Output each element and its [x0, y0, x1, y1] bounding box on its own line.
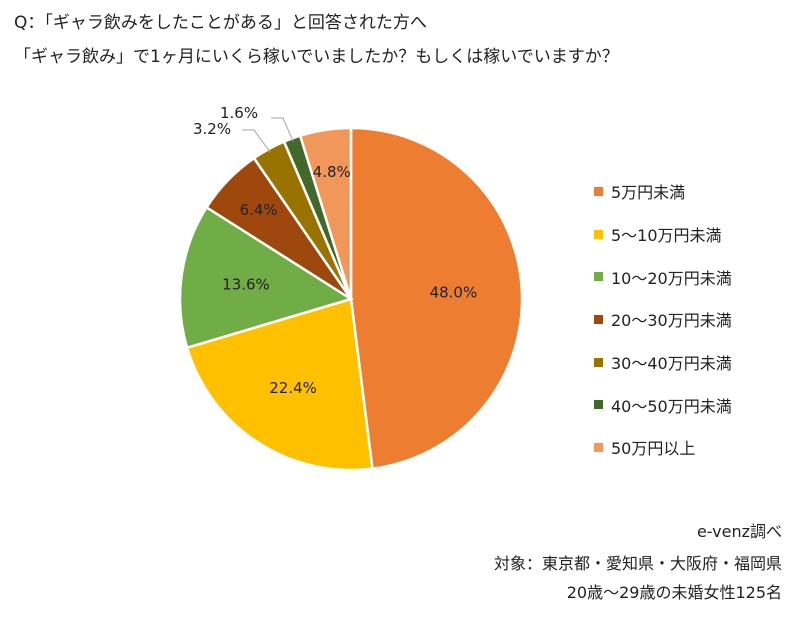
pie-slice — [185, 297, 374, 472]
legend-item: 10〜20万円未満 — [594, 255, 732, 298]
data-label: 22.4% — [269, 379, 317, 397]
legend-label: 40〜50万円未満 — [611, 396, 732, 416]
data-label: 48.0% — [430, 284, 478, 302]
legend-swatch — [594, 272, 603, 282]
legend-item: 30〜40万円未満 — [594, 341, 732, 384]
data-label: 4.8% — [313, 163, 351, 181]
pie-slice — [298, 126, 353, 300]
pie-slice — [178, 205, 354, 350]
legend-item: 5〜10万円未満 — [594, 213, 732, 256]
question-line-2: 「ギャラ飲み」で1ヶ月にいくら稼いでいましたか？もしくは稼いでいますか？ — [14, 47, 619, 67]
legend-label: 30〜40万円未満 — [611, 354, 732, 374]
legend-swatch — [594, 442, 603, 452]
legend-label: 5万円未満 — [611, 183, 686, 203]
legend-item: 40〜50万円未満 — [594, 383, 732, 426]
legend-swatch — [594, 357, 603, 367]
legend-item: 20〜30万円未満 — [594, 298, 732, 341]
legend-label: 20〜30万円未満 — [611, 311, 732, 331]
data-label: 3.2% — [193, 120, 231, 138]
chart-legend: 5万円未満 5〜10万円未満 10〜20万円未満 20〜30万円未満 30〜40万円未満… — [594, 170, 732, 469]
legend-item: 50万円以上 — [594, 426, 732, 469]
leader-line — [271, 117, 294, 142]
legend-swatch — [594, 186, 603, 196]
data-label: 13.6% — [222, 275, 270, 293]
legend-swatch — [594, 400, 603, 410]
leader-line — [242, 129, 271, 153]
legend-swatch — [594, 314, 603, 324]
legend-label: 50万円以上 — [611, 439, 696, 459]
legend-label: 5〜10万円未満 — [611, 226, 722, 246]
question-line-1: Q：「ギャラ飲みをしたことがある」と回答された方へ — [14, 13, 427, 33]
pie-slice — [349, 126, 524, 471]
legend-label: 10〜20万円未満 — [611, 268, 732, 288]
survey-sample: 20歳〜29歳の未婚女性125名 — [566, 583, 782, 602]
source-note: e-venz調べ — [696, 522, 782, 541]
data-label: 1.6% — [220, 104, 258, 122]
legend-item: 5万円未満 — [594, 170, 732, 213]
legend-swatch — [594, 229, 603, 239]
data-label: 6.4% — [240, 201, 278, 219]
survey-target: 対象：東京都・愛知県・大阪府・福岡県 — [493, 554, 782, 573]
